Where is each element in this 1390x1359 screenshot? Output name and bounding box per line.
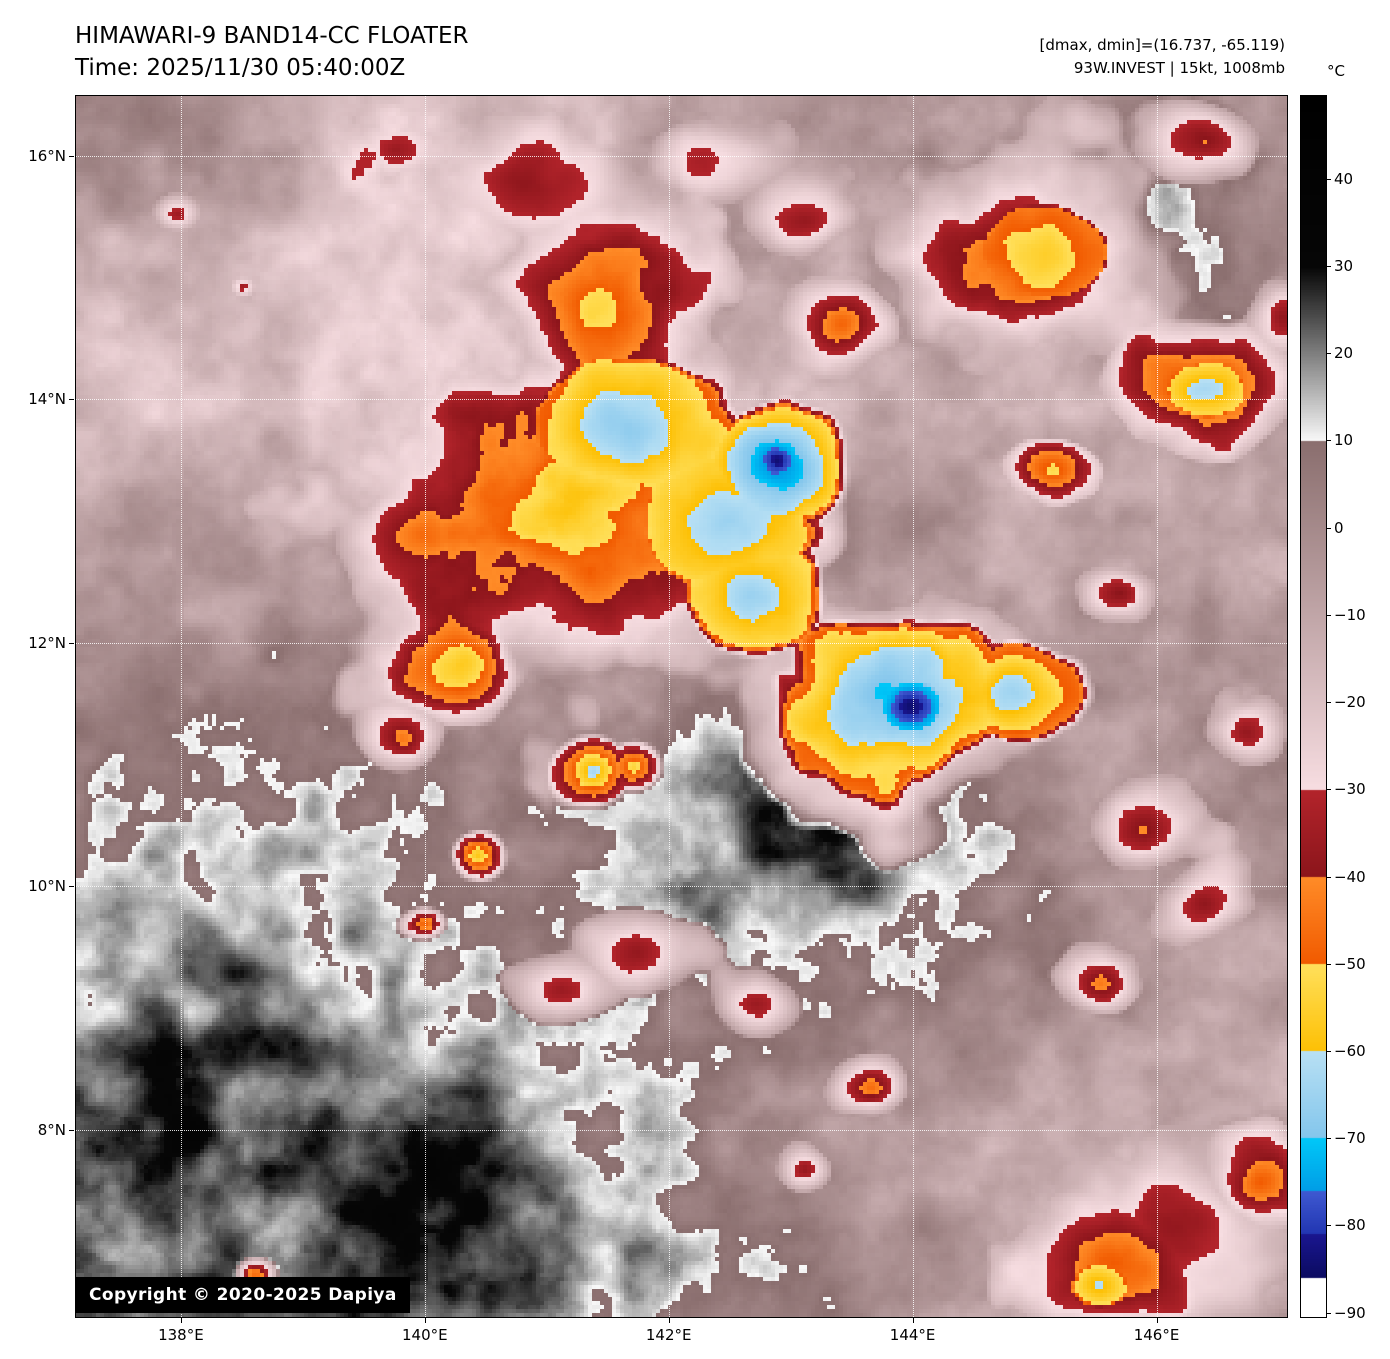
storm-info: 93W.INVEST | 15kt, 1008mb	[1073, 58, 1285, 77]
colorbar-tick-label: −60	[1334, 1041, 1366, 1060]
colorbar-tickmark	[1327, 178, 1331, 180]
gridline-lon	[668, 96, 670, 1317]
colorbar-canvas	[1301, 96, 1326, 1317]
colorbar-tick-label: 10	[1334, 431, 1354, 450]
colorbar-tickmark	[1327, 1225, 1331, 1227]
map-frame: Copyright © 2020-2025 Dapiya	[75, 95, 1288, 1318]
gridline-lon	[912, 96, 914, 1317]
colorbar-tickmark	[1327, 702, 1331, 704]
lon-axis-label: 138°E	[158, 1326, 204, 1344]
colorbar-tick-label: −20	[1334, 693, 1366, 712]
gridline-lat	[76, 399, 1287, 401]
colorbar-tick-label: 0	[1334, 518, 1344, 537]
colorbar-unit-label: °C	[1327, 62, 1345, 80]
lon-axis-label: 140°E	[401, 1326, 448, 1344]
lat-tickmark	[69, 642, 74, 644]
colorbar-tickmark	[1327, 266, 1331, 268]
colorbar-tick-label: −50	[1334, 954, 1366, 973]
colorbar-tickmark	[1327, 1138, 1331, 1140]
colorbar-tick-label: 20	[1334, 344, 1354, 363]
satellite-image-canvas	[76, 96, 1287, 1317]
lat-tickmark	[69, 1129, 74, 1131]
colorbar-tickmark	[1327, 789, 1331, 791]
lon-tickmark	[912, 1318, 914, 1323]
product-title: HIMAWARI-9 BAND14-CC FLOATER	[75, 23, 469, 49]
colorbar-tickmark	[1327, 440, 1331, 442]
colorbar-tickmark	[1327, 1050, 1331, 1052]
copyright-badge: Copyright © 2020-2025 Dapiya	[76, 1277, 410, 1313]
gridline-lat	[76, 886, 1287, 888]
colorbar-frame	[1300, 95, 1327, 1318]
gridline-lon	[1156, 96, 1158, 1317]
lat-tickmark	[69, 886, 74, 888]
colorbar-tick-label: −80	[1334, 1216, 1366, 1235]
lon-tickmark	[424, 1318, 426, 1323]
colorbar-tick-label: 30	[1334, 257, 1354, 276]
lat-axis-label: 10°N	[28, 877, 66, 896]
lat-axis-label: 8°N	[37, 1120, 66, 1139]
lat-axis-label: 14°N	[28, 390, 66, 409]
lon-axis-label: 144°E	[889, 1326, 936, 1344]
colorbar-tick-label: −40	[1334, 867, 1366, 886]
lat-axis-label: 16°N	[28, 146, 66, 165]
colorbar-tickmark	[1327, 527, 1331, 529]
gridline-lat	[76, 155, 1287, 157]
timestamp: Time: 2025/11/30 05:40:00Z	[75, 55, 406, 82]
lon-axis-label: 146°E	[1133, 1326, 1180, 1344]
gridline-lon	[180, 96, 182, 1317]
gridline-lat	[76, 1129, 1287, 1131]
colorbar-tickmark	[1327, 614, 1331, 616]
colorbar-tick-label: −70	[1334, 1129, 1366, 1148]
colorbar-tickmark	[1327, 1312, 1331, 1314]
lon-axis-label: 142°E	[645, 1326, 692, 1344]
colorbar-tick-label: 40	[1334, 169, 1354, 188]
lon-tickmark	[668, 1318, 670, 1323]
lon-tickmark	[1156, 1318, 1158, 1323]
colorbar-tickmark	[1327, 353, 1331, 355]
gridline-lon	[424, 96, 426, 1317]
colorbar-tick-label: −90	[1334, 1303, 1366, 1322]
lat-tickmark	[69, 399, 74, 401]
colorbar-tickmark	[1327, 963, 1331, 965]
colorbar-tick-label: −10	[1334, 605, 1366, 624]
colorbar-tick-label: −30	[1334, 780, 1366, 799]
gridline-lat	[76, 642, 1287, 644]
dmax-dmin-readout: [dmax, dmin]=(16.737, -65.119)	[1039, 36, 1285, 54]
lat-axis-label: 12°N	[28, 633, 66, 652]
header-right: [dmax, dmin]=(16.737, -65.119) 93W.INVES…	[1040, 34, 1285, 79]
lon-tickmark	[180, 1318, 182, 1323]
lat-tickmark	[69, 155, 74, 157]
header-left: HIMAWARI-9 BAND14-CC FLOATER Time: 2025/…	[75, 20, 468, 84]
colorbar-tickmark	[1327, 876, 1331, 878]
